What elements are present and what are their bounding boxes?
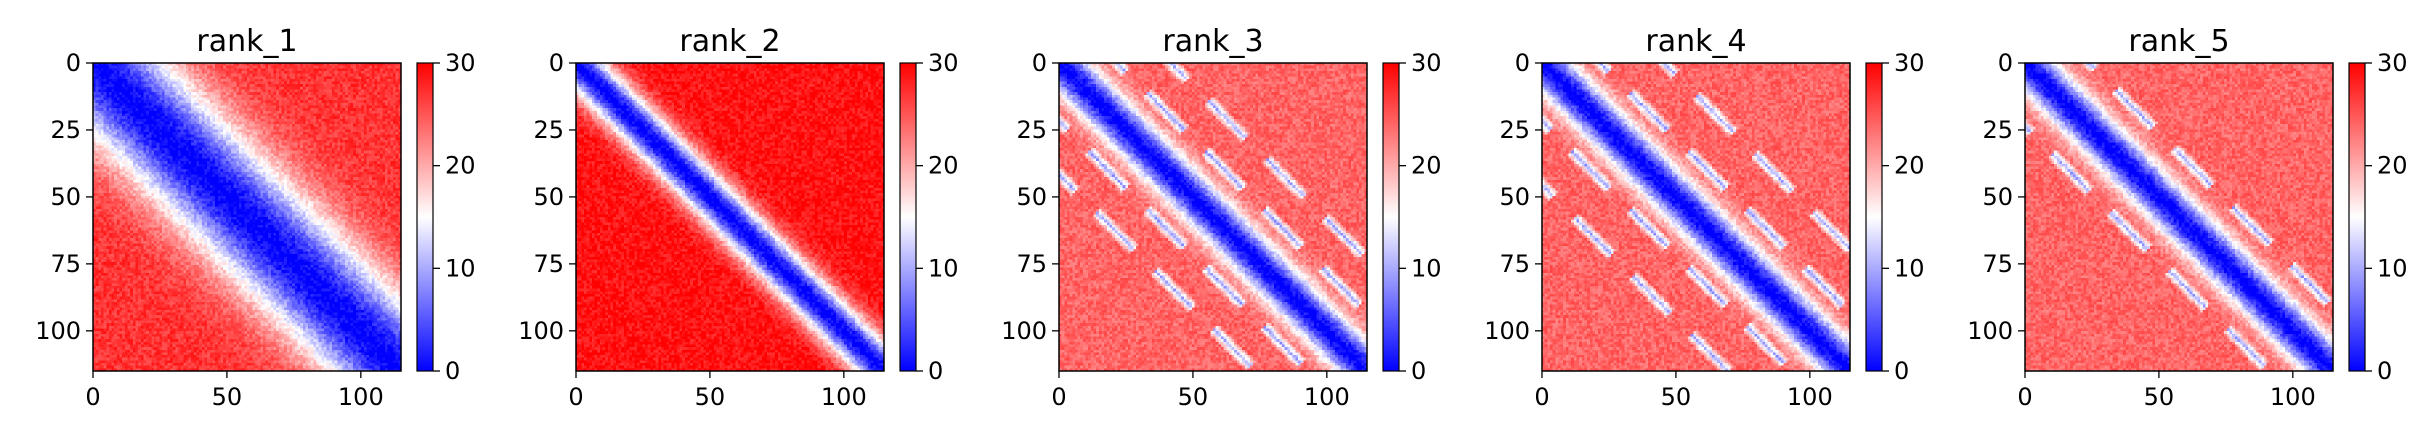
y-tick-label: 50: [1499, 183, 1530, 211]
colorbar-tick-label: 10: [1411, 254, 1442, 282]
y-tick-label: 50: [1982, 183, 2013, 211]
plot-frame: [1058, 62, 1368, 372]
chart-title: rank_5: [2128, 24, 2229, 59]
x-tick-label: 100: [338, 383, 384, 411]
chart-title: rank_4: [1645, 24, 1746, 59]
colorbar-tick-label: 10: [445, 254, 476, 282]
x-tick-label: 100: [1304, 383, 1350, 411]
colorbar-tick-label: 20: [1894, 152, 1925, 180]
panel-rank-5: rank_5 0 50 100 0 25 50 75 100 0 10 20 30: [1967, 24, 2407, 411]
y-tick-label: 100: [35, 317, 81, 345]
y-tick-label: 75: [1982, 250, 2013, 278]
y-tick-label: 0: [549, 49, 564, 77]
colorbar-tick-label: 10: [2377, 254, 2408, 282]
plot-frame: [92, 62, 402, 372]
colorbar-tick-label: 10: [928, 254, 959, 282]
colorbar: [1382, 62, 1400, 372]
colorbar-tick-label: 0: [928, 357, 943, 385]
x-tick-label: 0: [1534, 383, 1549, 411]
colorbar-tick-label: 30: [1894, 49, 1925, 77]
heatmap-image: [1059, 63, 1367, 371]
chart-title: rank_1: [196, 24, 297, 59]
y-tick-label: 25: [50, 116, 81, 144]
x-tick-label: 50: [695, 383, 726, 411]
colorbar-tick-label: 30: [2377, 49, 2408, 77]
colorbar-tick-label: 10: [1894, 254, 1925, 282]
chart-title: rank_3: [1162, 24, 1263, 59]
plot-frame: [2024, 62, 2334, 372]
heatmap-image: [1542, 63, 1850, 371]
colorbar-tick-label: 0: [445, 357, 460, 385]
colorbar-tick-label: 0: [1894, 357, 1909, 385]
plot-frame: [575, 62, 885, 372]
heatmap-image: [93, 63, 401, 371]
y-tick-label: 75: [533, 250, 564, 278]
x-tick-label: 100: [1787, 383, 1833, 411]
y-tick-label: 75: [1499, 250, 1530, 278]
colorbar-tick-label: 20: [928, 152, 959, 180]
y-tick-label: 0: [1515, 49, 1530, 77]
heatmap-image: [2025, 63, 2333, 371]
y-tick-label: 25: [1499, 116, 1530, 144]
panel-rank-4: rank_4 0 50 100 0 25 50 75 100 0 10 20 30: [1484, 24, 1924, 411]
y-tick-label: 50: [533, 183, 564, 211]
y-tick-label: 0: [1032, 49, 1047, 77]
y-tick-label: 25: [1016, 116, 1047, 144]
x-tick-label: 50: [1178, 383, 1209, 411]
colorbar-tick-label: 30: [445, 49, 476, 77]
heatmap-image: [576, 63, 884, 371]
colorbar-tick-label: 20: [445, 152, 476, 180]
x-tick-label: 0: [85, 383, 100, 411]
y-tick-label: 100: [518, 317, 564, 345]
x-tick-label: 50: [212, 383, 243, 411]
x-tick-label: 0: [2017, 383, 2032, 411]
colorbar-tick-label: 20: [1411, 152, 1442, 180]
x-tick-label: 50: [2144, 383, 2175, 411]
colorbar: [1865, 62, 1883, 372]
colorbar: [2348, 62, 2366, 372]
colorbar: [416, 62, 434, 372]
y-tick-label: 50: [50, 183, 81, 211]
colorbar-tick-label: 0: [1411, 357, 1426, 385]
colorbar-tick-label: 30: [1411, 49, 1442, 77]
chart-title: rank_2: [679, 24, 780, 59]
y-tick-label: 0: [66, 49, 81, 77]
y-tick-label: 0: [1998, 49, 2013, 77]
y-tick-label: 25: [1982, 116, 2013, 144]
x-tick-label: 100: [2270, 383, 2316, 411]
colorbar-tick-label: 0: [2377, 357, 2392, 385]
plot-frame: [1541, 62, 1851, 372]
panel-rank-3: rank_3 0 50 100 0 25 50 75 100 0 10 20 30: [1001, 24, 1441, 411]
y-tick-label: 75: [1016, 250, 1047, 278]
panel-rank-2: rank_2 0 50 100 0 25 50 75 100 0 10 20 30: [518, 24, 958, 411]
x-tick-label: 100: [821, 383, 867, 411]
y-tick-label: 100: [1001, 317, 1047, 345]
y-tick-label: 25: [533, 116, 564, 144]
y-tick-label: 100: [1484, 317, 1530, 345]
x-tick-label: 0: [568, 383, 583, 411]
y-tick-label: 50: [1016, 183, 1047, 211]
colorbar-tick-label: 20: [2377, 152, 2408, 180]
y-tick-label: 75: [50, 250, 81, 278]
x-tick-label: 0: [1051, 383, 1066, 411]
panel-rank-1: rank_1 0 50 100 0 25 50 75 100 0 10 20 30: [35, 24, 475, 411]
colorbar: [899, 62, 917, 372]
y-tick-label: 100: [1967, 317, 2013, 345]
x-tick-label: 50: [1661, 383, 1692, 411]
colorbar-tick-label: 30: [928, 49, 959, 77]
